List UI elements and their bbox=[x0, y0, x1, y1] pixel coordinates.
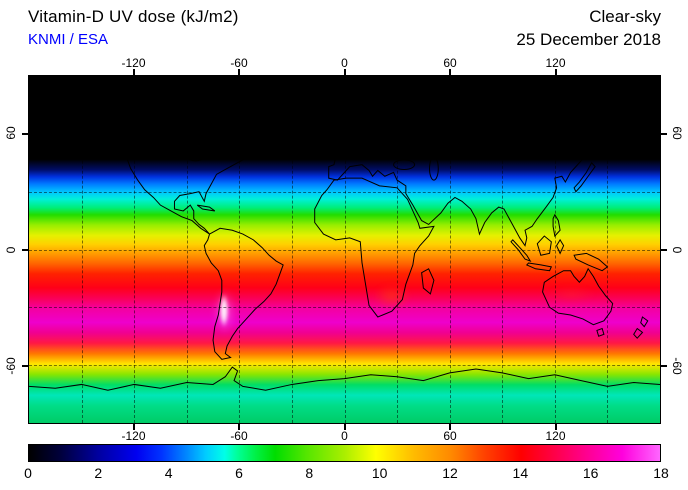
axis-tick bbox=[238, 69, 240, 75]
great-lakes-outline bbox=[188, 153, 204, 161]
axis-tick bbox=[22, 133, 28, 135]
coastline-antarctica bbox=[29, 367, 660, 390]
gridline-lat bbox=[29, 307, 660, 309]
colorbar-tick-label: 4 bbox=[164, 465, 173, 481]
colorbar bbox=[28, 444, 661, 462]
gridline-lat bbox=[29, 249, 660, 251]
coastline-australia bbox=[543, 269, 613, 325]
lon-tick-label: -120 bbox=[121, 56, 146, 70]
lon-tick-label: 60 bbox=[443, 56, 457, 70]
gridline-lat bbox=[29, 365, 660, 367]
axis-tick bbox=[661, 249, 667, 251]
axis-tick bbox=[661, 133, 667, 135]
coastline-africa bbox=[315, 178, 434, 317]
gridline-lat bbox=[29, 133, 660, 135]
coastline-japan bbox=[574, 163, 595, 192]
axis-tick bbox=[133, 424, 135, 430]
caspian-sea-outline bbox=[430, 157, 439, 180]
axis-tick bbox=[22, 249, 28, 251]
lon-tick-label: -120 bbox=[121, 429, 146, 443]
lat-axis-left: 60 0 -60 bbox=[4, 75, 18, 424]
lat-tick-label: -60 bbox=[4, 357, 18, 375]
axis-tick bbox=[449, 69, 451, 75]
plot-title: Vitamin-D UV dose (kJ/m2) bbox=[28, 7, 239, 26]
lon-tick-label: 120 bbox=[545, 56, 566, 70]
coastline-madagascar bbox=[422, 269, 434, 294]
axis-tick bbox=[555, 424, 557, 430]
condition-label: Clear-sky bbox=[589, 7, 661, 26]
colorbar-tick-label: 2 bbox=[94, 465, 103, 481]
coastline-new-zealand-north bbox=[641, 317, 648, 327]
lat-tick-label: -60 bbox=[670, 357, 684, 375]
colorbar-tick-label: 10 bbox=[371, 465, 388, 481]
colorbar-axis: 0 2 4 6 8 10 12 14 16 18 bbox=[24, 465, 669, 481]
coastline-sulawesi bbox=[557, 240, 564, 253]
source-label: KNMI / ESA bbox=[28, 31, 109, 48]
lon-tick-label: -60 bbox=[230, 56, 248, 70]
axis-tick bbox=[344, 424, 346, 430]
coastline-java bbox=[527, 263, 552, 271]
axis-tick bbox=[449, 424, 451, 430]
lat-tick-label: 60 bbox=[670, 126, 684, 140]
lon-tick-label: 120 bbox=[545, 429, 566, 443]
gridline-lat bbox=[29, 191, 660, 193]
colorbar-tick-label: 12 bbox=[442, 465, 458, 481]
coastline-iceland bbox=[306, 124, 317, 132]
colorbar-tick-label: 18 bbox=[653, 465, 669, 481]
lat-tick-label: 60 bbox=[4, 126, 18, 140]
coastline-new-zealand-south bbox=[634, 329, 643, 339]
colorbar-tick-label: 0 bbox=[24, 465, 32, 481]
lon-tick-label: 0 bbox=[341, 56, 348, 70]
colorbar-tick-label: 6 bbox=[235, 465, 243, 481]
coastline-new-guinea bbox=[574, 253, 607, 270]
colorbar-tick-label: 8 bbox=[305, 465, 314, 481]
lat-tick-label: 0 bbox=[4, 246, 18, 253]
coastline-sumatra bbox=[511, 240, 530, 261]
axis-tick bbox=[133, 69, 135, 75]
coastline-borneo bbox=[537, 236, 551, 255]
lon-axis-bottom: -120 -60 0 60 120 bbox=[28, 429, 661, 443]
colorbar-tick-label: 14 bbox=[512, 465, 529, 481]
coastline-greenland bbox=[246, 95, 286, 132]
axis-tick bbox=[555, 69, 557, 75]
axis-tick bbox=[238, 424, 240, 430]
coastline-north-america bbox=[47, 109, 249, 234]
axis-tick bbox=[661, 365, 667, 367]
lat-axis-right: 60 0 -60 bbox=[670, 75, 684, 424]
coastline-ireland bbox=[327, 140, 334, 148]
lat-tick-label: 0 bbox=[670, 246, 684, 253]
black-sea-outline bbox=[394, 160, 415, 170]
coastlines bbox=[29, 76, 660, 423]
date-label: 25 December 2018 bbox=[516, 30, 661, 49]
coastline-south-america bbox=[204, 228, 283, 359]
world-map bbox=[28, 75, 661, 424]
axis-tick bbox=[344, 69, 346, 75]
coastline-cuba bbox=[197, 205, 215, 211]
colorbar-tick-label: 16 bbox=[582, 465, 599, 481]
lon-tick-label: 0 bbox=[341, 429, 348, 443]
colorbar-gradient bbox=[29, 445, 660, 461]
axis-tick bbox=[22, 365, 28, 367]
lon-axis-top: -120 -60 0 60 120 bbox=[28, 56, 661, 70]
lon-tick-label: -60 bbox=[230, 429, 248, 443]
coastline-tasmania bbox=[597, 329, 604, 337]
coastline-eurasia bbox=[329, 101, 660, 246]
coastline-philippines bbox=[553, 215, 560, 236]
coastline-britain bbox=[334, 136, 346, 153]
lon-tick-label: 60 bbox=[443, 429, 457, 443]
